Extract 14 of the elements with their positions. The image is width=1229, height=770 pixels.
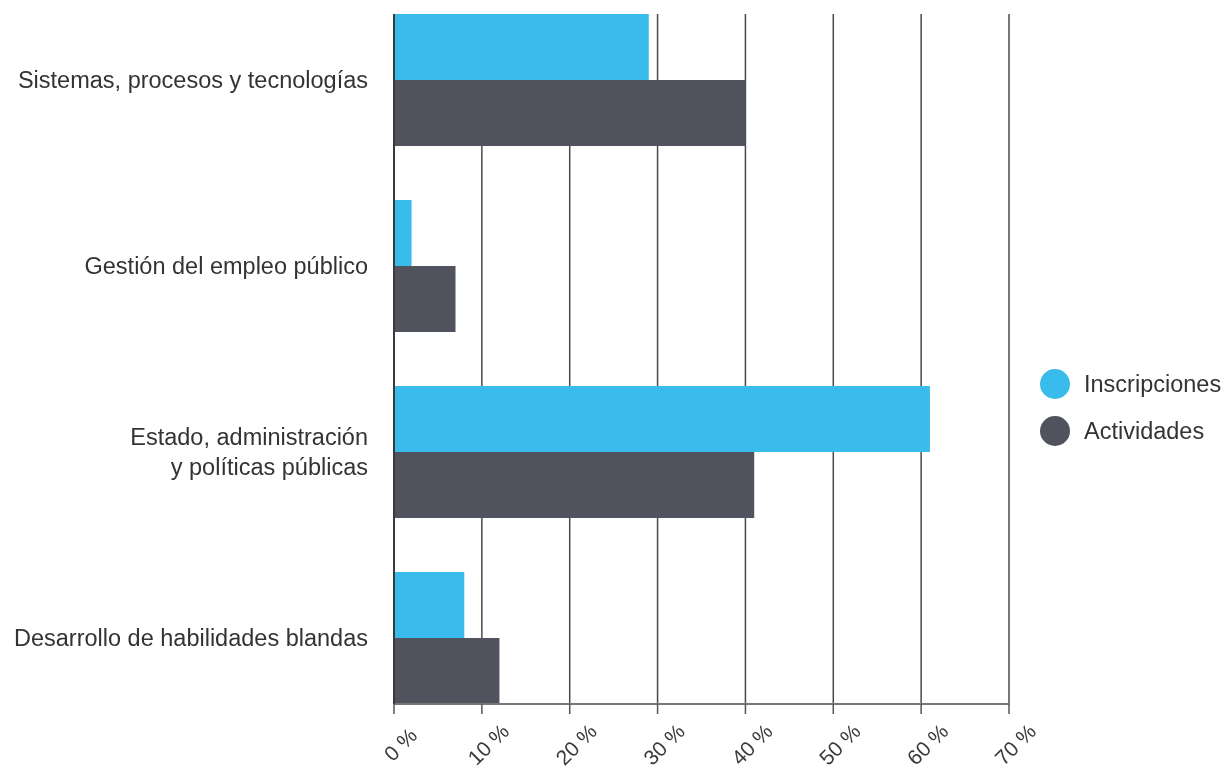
y-tick-label: Sistemas, procesos y tecnologías [17,67,368,93]
x-tick-label: 30 % [638,718,689,770]
y-tick-label: Gestión del empleo público [84,253,368,279]
x-tick-label: 0 % [379,723,421,765]
x-tick-label: 10 % [462,718,513,770]
x-tick-label: 70 % [989,718,1041,770]
legend-label: Actividades [1084,417,1205,445]
x-tick-label: 40 % [726,718,777,770]
y-tick-label: Desarrollo de habilidades blandas [13,625,368,651]
x-tick-label: 60 % [902,718,953,770]
y-tick-label: Estado, administración y políticas públicas [130,424,368,480]
x-tick-label: 20 % [550,718,601,770]
legend-label: Inscripciones [1084,370,1222,398]
x-tick-label: 50 % [814,718,865,770]
